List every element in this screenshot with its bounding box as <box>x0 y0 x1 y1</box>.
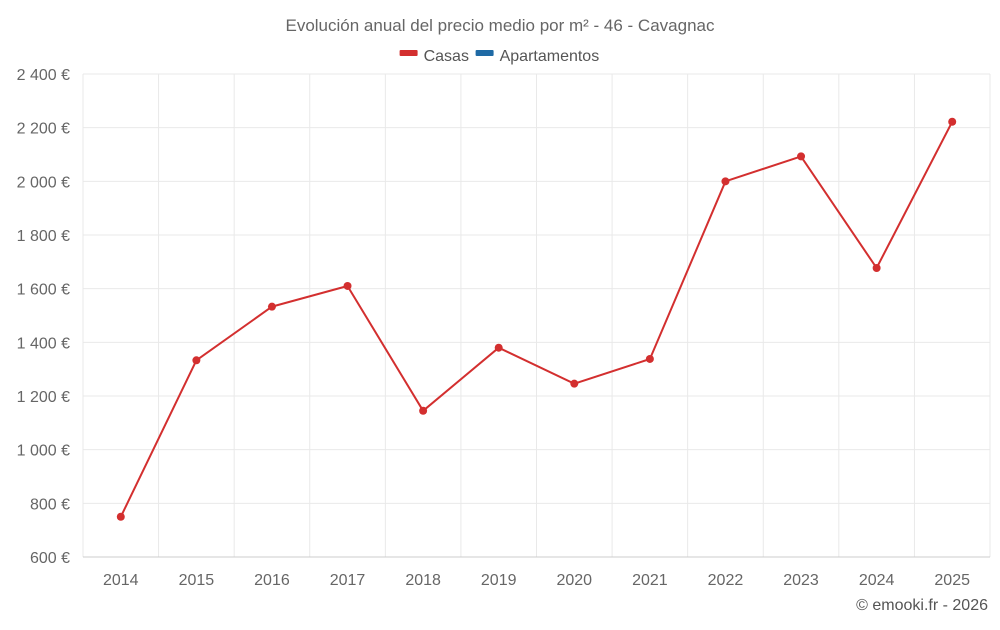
y-tick-label: 2 200 € <box>17 121 70 138</box>
x-tick-label: 2022 <box>708 572 744 589</box>
y-tick-label: 1 000 € <box>17 443 70 460</box>
x-tick-label: 2016 <box>254 572 290 589</box>
x-tick-label: 2015 <box>179 572 215 589</box>
y-tick-label: 800 € <box>30 496 70 513</box>
series-line <box>119 121 954 518</box>
data-point[interactable] <box>116 512 125 521</box>
y-tick-label: 1 200 € <box>17 389 70 406</box>
legend-swatch <box>475 50 494 56</box>
legend-swatch <box>399 50 418 56</box>
x-tick-label: 2019 <box>481 572 517 589</box>
series <box>116 117 957 521</box>
x-tick-label: 2021 <box>632 572 668 589</box>
y-tick-label: 600 € <box>30 550 70 567</box>
y-tick-label: 1 400 € <box>17 335 70 352</box>
x-tick-label: 2025 <box>934 572 970 589</box>
data-point[interactable] <box>645 354 654 363</box>
y-tick-label: 2 400 € <box>17 67 70 84</box>
grid <box>82 73 991 558</box>
data-point[interactable] <box>570 379 579 388</box>
y-tick-label: 2 000 € <box>17 174 70 191</box>
x-tick-label: 2014 <box>103 572 139 589</box>
y-tick-label: 1 800 € <box>17 228 70 245</box>
data-point[interactable] <box>192 356 201 365</box>
x-tick-label: 2018 <box>405 572 441 589</box>
chart-title: Evolución anual del precio medio por m² … <box>285 16 715 35</box>
data-point[interactable] <box>797 152 806 161</box>
data-point[interactable] <box>343 281 352 290</box>
x-axis: 2014 2015 2016 2017 2018 2019 2020 2021 2022 2023… <box>83 556 990 589</box>
y-tick-label: 1 600 € <box>17 282 70 299</box>
credit-text: © emooki.fr - 2026 <box>856 597 988 614</box>
legend-label: Apartamentos <box>500 48 600 65</box>
legend-label: Casas <box>424 48 469 65</box>
data-point[interactable] <box>267 302 276 311</box>
y-axis: 600 € 800 € 1 000 € 1 200 € 1 400 € 1 600 € 1 … <box>17 67 70 567</box>
legend: Casas Apartamentos <box>399 48 600 65</box>
data-point[interactable] <box>721 177 730 186</box>
x-tick-label: 2023 <box>783 572 819 589</box>
x-tick-label: 2024 <box>859 572 895 589</box>
data-point[interactable] <box>419 406 428 415</box>
data-point[interactable] <box>948 117 957 126</box>
x-tick-label: 2017 <box>330 572 366 589</box>
x-tick-label: 2020 <box>556 572 592 589</box>
data-point[interactable] <box>872 264 881 273</box>
data-point[interactable] <box>494 343 503 352</box>
